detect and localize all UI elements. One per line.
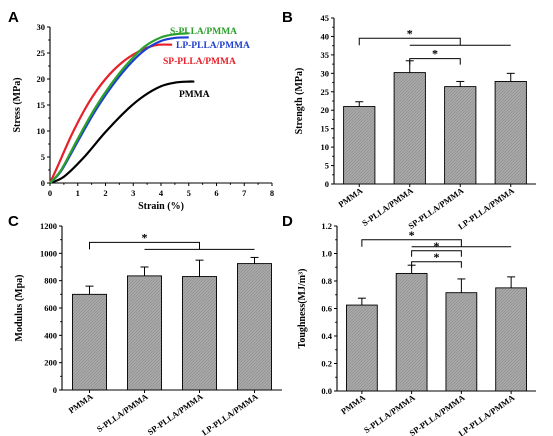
y-tick-label: 15 [37, 100, 46, 110]
series-line-s-plla-pmma [49, 32, 189, 184]
y-tick-label: 25 [321, 87, 330, 97]
bar [343, 106, 376, 185]
bar [346, 304, 378, 392]
y-tick-label: 10 [37, 126, 46, 136]
significance-star: * [434, 250, 440, 264]
panel-letter: C [8, 213, 19, 230]
series-label: S-PLLA/PMMA [170, 27, 237, 37]
x-tick-label: LP-PLLA/PMMA [200, 391, 261, 436]
x-tick-label: PMMA [336, 185, 365, 209]
x-tick-label: S-PLLA/PMMA [95, 391, 151, 434]
significance-bracket [361, 239, 462, 247]
y-tick-label: 20 [321, 105, 330, 115]
y-tick-label: 1000 [40, 248, 57, 258]
x-tick-label: 4 [159, 188, 164, 198]
bar [71, 293, 107, 391]
series-label: SP-PLLA/PMMA [163, 57, 236, 67]
bar [395, 272, 428, 392]
x-tick-label: PMMA [66, 391, 95, 415]
x-axis-title: Strain (%) [138, 201, 184, 212]
y-tick-label: 1.0 [321, 249, 332, 259]
bar [445, 292, 478, 392]
significance-bracket [409, 58, 461, 65]
bar [494, 80, 527, 185]
x-tick-label: SP-PLLA/PMMA [146, 391, 206, 436]
significance-star: * [434, 239, 440, 253]
series-line-pmma [49, 80, 195, 185]
x-tick-label: 1 [76, 188, 80, 198]
y-tick-label: 45 [321, 13, 330, 23]
bar [444, 86, 477, 185]
y-tick-label: 25 [37, 48, 46, 58]
panel-d-toughness: D 0.0 0.2 0.4 0.6 0.8 1.0 1.2 Toughness(MJ/m³) PM… [282, 213, 536, 436]
x-tick-label: 6 [214, 188, 218, 198]
x-tick-label: 2 [103, 188, 107, 198]
y-tick-label: 200 [44, 358, 57, 368]
x-tick-label: LP-PLLA/PMMA [456, 392, 517, 436]
y-tick-label: 1.2 [321, 221, 332, 231]
y-tick-label: 40 [321, 31, 330, 41]
significance-bracket [358, 37, 461, 46]
significance-star: * [432, 47, 438, 61]
significance-bracket [411, 261, 462, 268]
significance-bracket [89, 241, 200, 250]
y-tick-label: 15 [321, 124, 330, 134]
panel-letter: D [282, 213, 293, 230]
y-tick-label: 0.4 [321, 331, 332, 341]
y-axis-title: Toughness(MJ/m³) [297, 269, 308, 349]
panel-a-stress-strain: A 0 5 10 15 20 25 30 Stress (MPa) 0 1 2 3 4 5 6 7 8 Strain… [8, 9, 274, 212]
x-tick-label: PMMA [339, 392, 368, 416]
y-tick-label: 0 [41, 178, 45, 188]
x-tick-label: 0 [48, 188, 52, 198]
y-tick-label: 10 [321, 142, 330, 152]
series-line-sp-plla-pmma [48, 43, 173, 184]
x-tick-label: 5 [187, 188, 191, 198]
bar [181, 276, 217, 391]
bar [393, 72, 426, 185]
y-tick-label: 0 [53, 385, 57, 395]
bar [236, 263, 272, 391]
x-tick-label: 3 [131, 188, 135, 198]
y-tick-label: 30 [321, 68, 330, 78]
y-tick-label: 0 [325, 179, 329, 189]
y-tick-label: 600 [44, 303, 57, 313]
panel-letter: B [282, 9, 293, 26]
y-tick-label: 20 [37, 74, 46, 84]
y-tick-label: 5 [325, 161, 329, 171]
y-tick-label: 400 [44, 330, 57, 340]
x-tick-label: 8 [270, 188, 274, 198]
x-tick-label: 7 [242, 188, 247, 198]
y-tick-label: 0.8 [321, 276, 332, 286]
y-axis-title: Stress (MPa) [12, 77, 23, 132]
y-tick-label: 35 [321, 50, 330, 60]
x-tick-label: LP-PLLA/PMMA [456, 185, 517, 232]
y-tick-label: 1200 [40, 221, 57, 231]
bar [126, 275, 162, 391]
significance-star: * [407, 26, 413, 40]
y-tick-label: 0.0 [321, 386, 332, 396]
bar [495, 287, 527, 392]
significance-bracket [411, 250, 462, 257]
y-tick-label: 800 [44, 276, 57, 286]
y-axis-title: Modulus (Mpa) [14, 275, 25, 342]
y-tick-label: 0.6 [321, 304, 332, 314]
panel-letter: A [8, 9, 19, 26]
y-tick-label: 0.2 [321, 359, 332, 369]
y-tick-label: 5 [41, 152, 45, 162]
significance-star: * [142, 230, 148, 244]
significance-star: * [409, 228, 415, 242]
series-label: LP-PLLA/PMMA [176, 41, 250, 51]
series-label: PMMA [179, 90, 210, 100]
y-tick-label: 30 [37, 22, 46, 32]
y-axis-title: Strength (MPa) [294, 68, 305, 135]
